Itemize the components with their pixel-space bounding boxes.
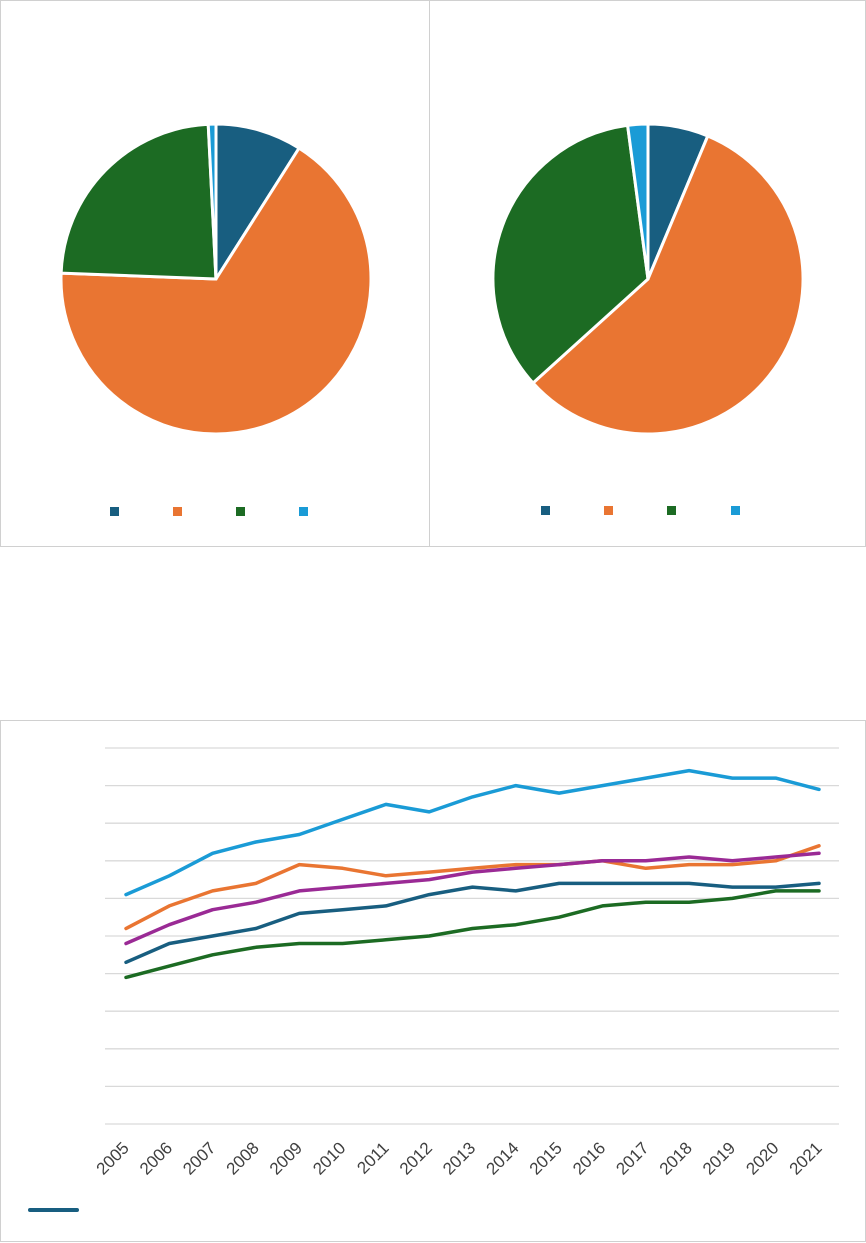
x-tick-label-2006: 2006 bbox=[136, 1138, 176, 1178]
pie-right-svg bbox=[491, 122, 805, 515]
line-series-4 bbox=[124, 881, 821, 965]
x-tick-label-2017: 2017 bbox=[612, 1138, 652, 1178]
pie-left-legend-swatch-2 bbox=[173, 507, 182, 516]
x-tick-label-2011: 2011 bbox=[353, 1138, 392, 1177]
x-tick-label-2007: 2007 bbox=[179, 1138, 219, 1178]
pie-right-legend-swatch-4 bbox=[731, 506, 740, 515]
line-chart: 2005 2006 2007 2008 2009 2010 2011 2012 2013 2014… bbox=[0, 720, 866, 1242]
pie-left-slice-3 bbox=[59, 122, 218, 281]
x-tick-label-2018: 2018 bbox=[656, 1138, 696, 1178]
pie-left-slice-1 bbox=[214, 122, 301, 281]
x-tick-label-2012: 2012 bbox=[396, 1138, 436, 1178]
x-tick-label-2014: 2014 bbox=[482, 1138, 522, 1178]
pie-right-slice-2 bbox=[531, 134, 805, 436]
pie-chart-left bbox=[0, 0, 430, 547]
line-series-2 bbox=[124, 844, 821, 931]
pie-left-slice-2 bbox=[59, 146, 373, 436]
pie-chart-right bbox=[429, 0, 866, 547]
pie-left-slice-4 bbox=[206, 122, 218, 281]
pie-left-svg bbox=[59, 122, 373, 516]
pie-left-legend-swatch-1 bbox=[110, 507, 119, 516]
line-series-3 bbox=[124, 851, 821, 946]
pie-right-slice-3 bbox=[491, 123, 650, 385]
x-tick-label-2015: 2015 bbox=[526, 1138, 566, 1178]
x-tick-label-2019: 2019 bbox=[699, 1138, 739, 1178]
x-tick-label-2021: 2021 bbox=[786, 1138, 826, 1178]
pie-left-legend-swatch-4 bbox=[299, 507, 308, 516]
line-series-5 bbox=[124, 889, 821, 980]
x-tick-label-2016: 2016 bbox=[569, 1138, 609, 1178]
x-tick-label-2008: 2008 bbox=[223, 1138, 263, 1178]
pie-right-legend-swatch-3 bbox=[667, 506, 676, 515]
line-series-1 bbox=[124, 768, 821, 897]
x-tick-label-2020: 2020 bbox=[742, 1138, 782, 1178]
x-tick-label-2013: 2013 bbox=[439, 1138, 479, 1178]
pie-right-slice-4 bbox=[626, 122, 650, 281]
x-tick-label-2010: 2010 bbox=[309, 1138, 349, 1178]
pie-right-legend-swatch-1 bbox=[541, 506, 550, 515]
pie-left-legend-swatch-3 bbox=[236, 507, 245, 516]
x-tick-label-2009: 2009 bbox=[266, 1138, 306, 1178]
pie-right-legend-swatch-2 bbox=[604, 506, 613, 515]
x-tick-label-2005: 2005 bbox=[93, 1138, 133, 1178]
line-svg: 2005 2006 2007 2008 2009 2010 2011 2012 2013 2014… bbox=[28, 747, 839, 1212]
